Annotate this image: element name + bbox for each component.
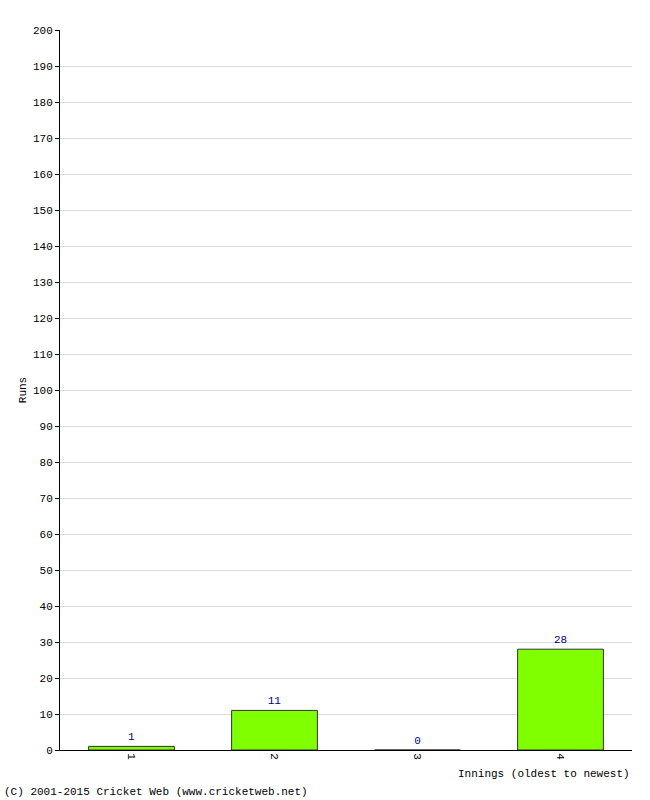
svg-text:20: 20 xyxy=(40,673,53,685)
svg-text:28: 28 xyxy=(554,634,567,646)
svg-text:200: 200 xyxy=(33,25,53,37)
svg-text:50: 50 xyxy=(40,565,53,577)
svg-text:(C) 2001-2015 Cricket Web (www: (C) 2001-2015 Cricket Web (www.cricketwe… xyxy=(4,786,308,798)
svg-text:150: 150 xyxy=(33,205,53,217)
svg-text:140: 140 xyxy=(33,241,53,253)
svg-text:180: 180 xyxy=(33,97,53,109)
svg-text:3: 3 xyxy=(411,753,423,760)
svg-text:100: 100 xyxy=(33,385,53,397)
svg-text:160: 160 xyxy=(33,169,53,181)
svg-text:2: 2 xyxy=(268,753,280,760)
svg-text:40: 40 xyxy=(40,601,53,613)
svg-text:80: 80 xyxy=(40,457,53,469)
svg-text:4: 4 xyxy=(554,753,566,760)
svg-text:Innings (oldest to newest): Innings (oldest to newest) xyxy=(458,768,630,780)
svg-text:130: 130 xyxy=(33,277,53,289)
svg-text:190: 190 xyxy=(33,61,53,73)
svg-text:110: 110 xyxy=(33,349,53,361)
svg-text:10: 10 xyxy=(40,709,53,721)
svg-text:70: 70 xyxy=(40,493,53,505)
svg-text:60: 60 xyxy=(40,529,53,541)
svg-text:11: 11 xyxy=(268,695,282,707)
svg-text:120: 120 xyxy=(33,313,53,325)
svg-text:0: 0 xyxy=(414,735,421,747)
svg-text:Runs: Runs xyxy=(17,377,29,403)
svg-text:90: 90 xyxy=(40,421,53,433)
svg-text:1: 1 xyxy=(125,753,137,760)
svg-text:1: 1 xyxy=(128,731,135,743)
svg-text:170: 170 xyxy=(33,133,53,145)
svg-text:30: 30 xyxy=(40,637,53,649)
svg-text:0: 0 xyxy=(46,745,53,757)
